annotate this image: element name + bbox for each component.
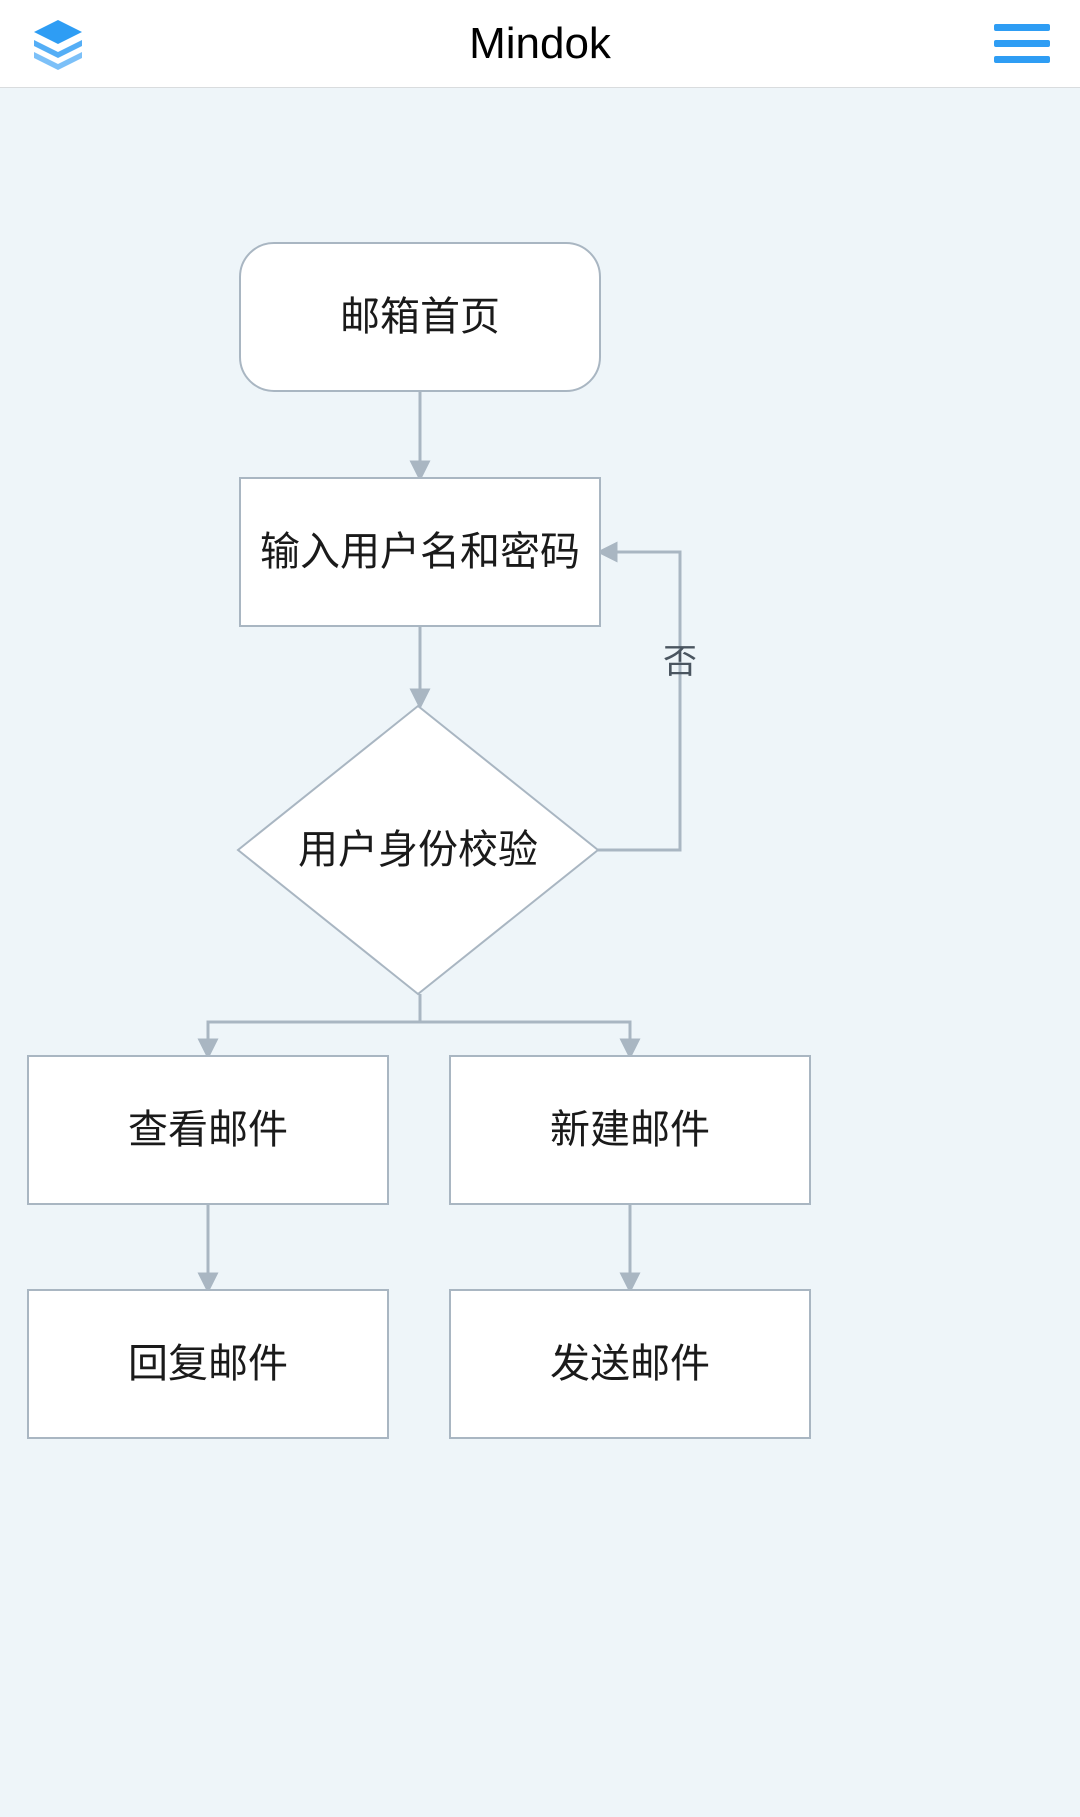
node-label-n3: 用户身份校验 [298, 828, 538, 872]
node-label-n7: 发送邮件 [550, 1342, 710, 1386]
edge-e4_branch [420, 1022, 630, 1056]
flowchart-svg: 否 邮箱首页输入用户名和密码用户身份校验查看邮件 新建邮件回复邮件 发送邮件 [0, 88, 1080, 1817]
app-title: Mindok [469, 19, 611, 69]
edge-e3 [598, 552, 680, 850]
app-header: Mindok [0, 0, 1080, 88]
edge-e4_trunk [208, 994, 420, 1056]
node-label-n5: 新建邮件 [550, 1108, 710, 1152]
node-label-n4: 查看邮件 [128, 1108, 288, 1152]
flowchart-canvas: 否 邮箱首页输入用户名和密码用户身份校验查看邮件 新建邮件回复邮件 发送邮件 [0, 88, 1080, 1817]
node-label-n1: 邮箱首页 [340, 295, 500, 339]
node-label-n6: 回复邮件 [128, 1342, 288, 1386]
node-label-n2: 输入用户名和密码 [260, 530, 580, 574]
logo-icon[interactable] [30, 16, 86, 72]
edge-label-e3: 否 [663, 643, 697, 681]
hamburger-menu-icon[interactable] [994, 22, 1050, 66]
